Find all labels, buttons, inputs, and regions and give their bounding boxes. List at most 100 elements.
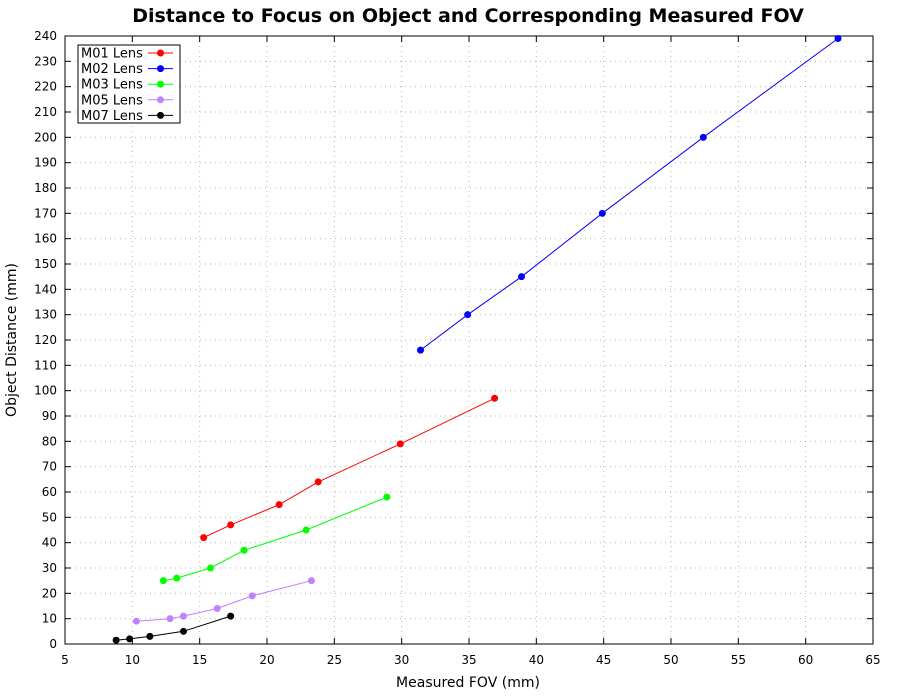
plot-frame — [64, 35, 874, 645]
y-tick-label: 230 — [34, 54, 57, 68]
data-point — [383, 493, 391, 501]
y-tick-label: 20 — [42, 586, 57, 600]
legend-marker — [157, 65, 164, 73]
y-tick-label: 190 — [34, 156, 57, 170]
y-tick-label: 70 — [42, 460, 57, 474]
series-m01-lens — [200, 394, 499, 542]
data-point — [307, 577, 315, 585]
legend-item: M03 Lens — [81, 78, 173, 93]
data-point — [518, 273, 526, 281]
legend-item: M01 Lens — [81, 47, 173, 62]
y-tick-label: 140 — [34, 282, 57, 296]
data-point — [240, 546, 248, 554]
y-tick-label: 130 — [34, 308, 57, 322]
data-point — [126, 635, 134, 643]
series-m02-lens — [417, 35, 842, 354]
data-point — [314, 478, 322, 486]
series-m03-lens — [159, 493, 391, 585]
legend-label: M03 Lens — [81, 78, 143, 93]
x-tick-label: 5 — [61, 653, 69, 667]
y-tick-label: 150 — [34, 257, 57, 271]
y-tick-label: 160 — [34, 232, 57, 246]
y-tick-label: 60 — [42, 485, 57, 499]
y-tick-label: 100 — [34, 384, 57, 398]
data-point — [464, 311, 472, 319]
y-tick-label: 50 — [42, 510, 57, 524]
y-tick-label: 180 — [34, 181, 57, 195]
data-point — [180, 612, 188, 620]
x-tick-label: 60 — [798, 653, 813, 667]
y-tick-label: 30 — [42, 561, 57, 575]
series-line — [136, 580, 312, 622]
data-point — [417, 346, 425, 354]
series-line — [203, 397, 495, 539]
x-tick-label: 20 — [259, 653, 274, 667]
y-tick-label: 240 — [34, 29, 57, 43]
legend-label: M02 Lens — [81, 62, 143, 77]
axis-ticks: 0 10 20 30 40 50 60 70 80 90 100 110 120 130 140 150 160… — [34, 29, 881, 667]
legend-marker — [157, 80, 164, 88]
y-tick-label: 0 — [49, 637, 57, 651]
data-point — [166, 615, 174, 623]
data-point — [173, 574, 181, 582]
x-tick-label: 40 — [529, 653, 544, 667]
data-point — [206, 564, 214, 572]
series-line — [420, 38, 839, 351]
legend-label: M01 Lens — [81, 47, 143, 62]
y-tick-label: 120 — [34, 333, 57, 347]
y-tick-label: 210 — [34, 105, 57, 119]
y-tick-label: 90 — [42, 409, 57, 423]
legend-label: M07 Lens — [81, 109, 143, 124]
x-tick-label: 45 — [596, 653, 611, 667]
data-point — [146, 632, 154, 640]
x-tick-label: 25 — [327, 653, 342, 667]
legend-item: M02 Lens — [81, 62, 173, 77]
x-tick-label: 30 — [394, 653, 409, 667]
data-point — [200, 534, 208, 542]
series-layer — [112, 35, 842, 644]
grid — [65, 36, 873, 644]
y-tick-label: 110 — [34, 358, 57, 372]
legend-item: M07 Lens — [81, 109, 173, 124]
x-tick-label: 55 — [731, 653, 746, 667]
x-axis-label: Measured FOV (mm) — [396, 675, 540, 691]
data-point — [180, 627, 188, 635]
legend-item: M05 Lens — [81, 93, 173, 108]
x-tick-label: 35 — [461, 653, 476, 667]
y-tick-label: 220 — [34, 80, 57, 94]
data-point — [275, 501, 283, 509]
data-point — [227, 521, 235, 529]
data-point — [132, 617, 140, 625]
data-point — [112, 636, 120, 644]
x-tick-label: 65 — [865, 653, 880, 667]
data-point — [396, 440, 404, 448]
data-point — [213, 605, 221, 613]
data-point — [248, 592, 256, 600]
legend-marker — [157, 49, 164, 57]
series-m05-lens — [132, 577, 315, 625]
x-tick-label: 15 — [192, 653, 207, 667]
y-tick-label: 80 — [42, 434, 57, 448]
series-m07-lens — [112, 612, 235, 644]
legend-marker — [157, 111, 164, 119]
legend-marker — [157, 96, 164, 104]
legend-label: M05 Lens — [81, 93, 143, 108]
data-point — [834, 35, 842, 43]
y-tick-label: 200 — [34, 130, 57, 144]
x-tick-label: 50 — [663, 653, 678, 667]
data-point — [227, 612, 235, 620]
chart-title: Distance to Focus on Object and Correspo… — [132, 5, 804, 27]
data-point — [302, 526, 310, 534]
data-point — [699, 133, 707, 141]
y-tick-label: 10 — [42, 612, 57, 626]
x-tick-label: 10 — [125, 653, 140, 667]
y-tick-label: 40 — [42, 536, 57, 550]
data-point — [598, 209, 606, 217]
y-tick-label: 170 — [34, 206, 57, 220]
data-point — [159, 577, 167, 585]
data-point — [491, 394, 499, 402]
y-axis-label: Object Distance (mm) — [4, 263, 20, 417]
